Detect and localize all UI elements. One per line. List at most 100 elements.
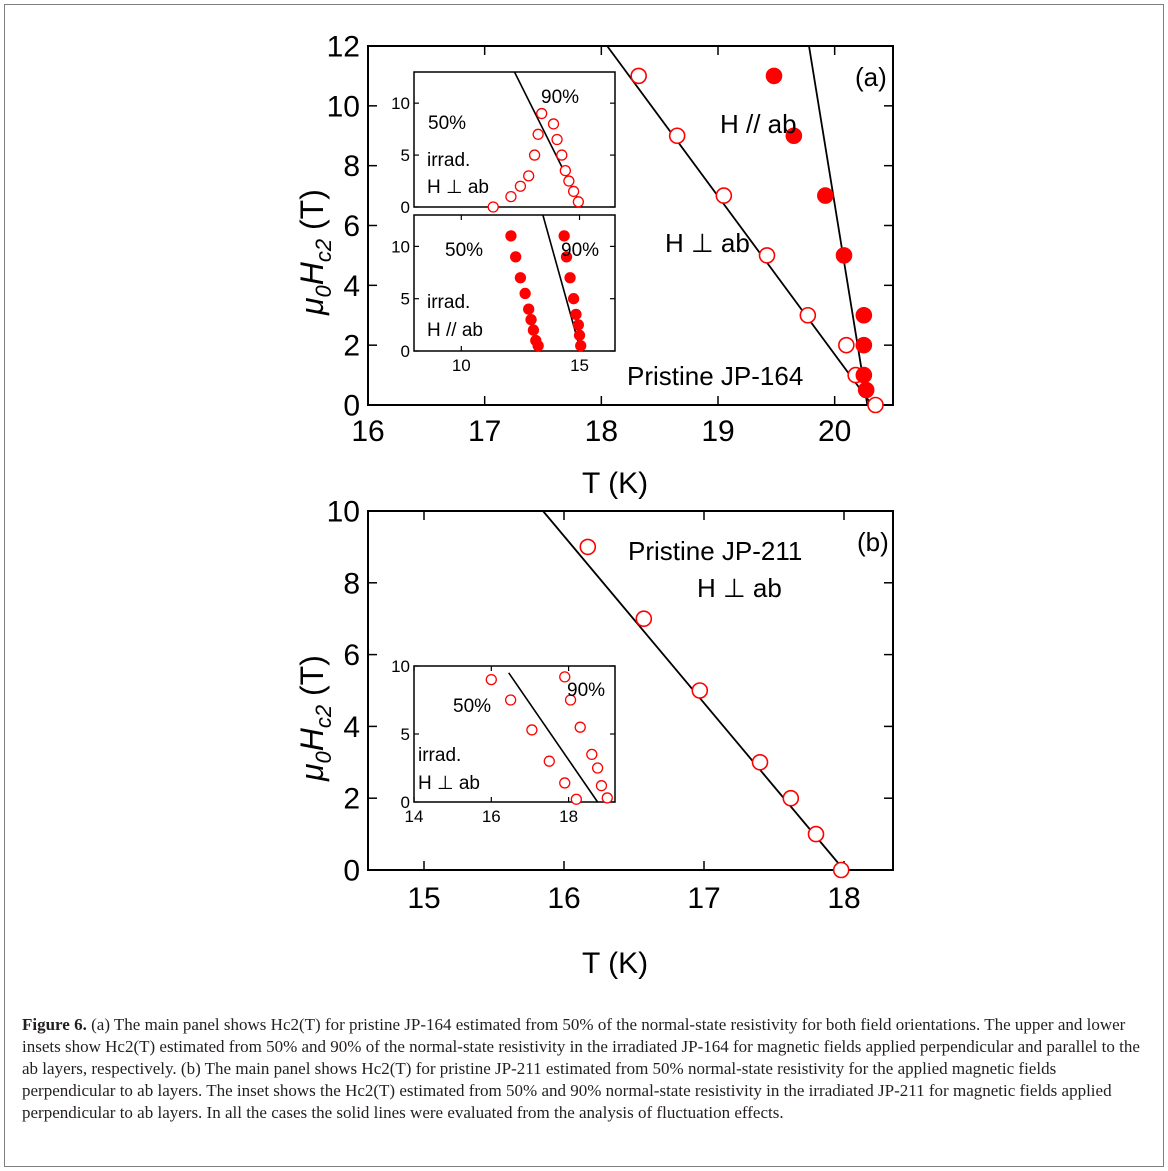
data-point: [574, 721, 586, 733]
x-tick-label: 16: [547, 882, 580, 915]
figure-frame: [4, 4, 1164, 1167]
y-title-b-mu: μ: [294, 763, 330, 782]
panel-a-label: (a): [855, 62, 887, 92]
data-point: [519, 287, 531, 300]
y-tick-label: 10: [327, 496, 360, 529]
y-axis-title-b: μ0Hc2 (T): [294, 655, 336, 782]
data-point: [807, 825, 825, 843]
data-point: [595, 780, 608, 792]
data-point: [572, 196, 584, 208]
data-point: [564, 272, 576, 284]
y-tick-label: 8: [343, 567, 360, 600]
panel-b-frame: [367, 510, 894, 871]
x-tick-label: 10: [452, 356, 471, 375]
data-point: [558, 230, 570, 242]
y-tick-label: 4: [343, 270, 360, 303]
x-tick-label: 18: [585, 415, 618, 448]
data-point: [586, 748, 598, 761]
panel-b: 15 16 17 18 0 2 4 6 8 10 (b) Pristine JP-211 H ⊥ …: [294, 496, 894, 980]
data-point: [530, 334, 542, 347]
data-point: [668, 127, 686, 145]
data-point: [487, 201, 499, 213]
data-point: [601, 792, 613, 804]
data-point: [567, 185, 580, 198]
inset-a-lower-label-90: 90%: [561, 240, 599, 261]
data-point: [543, 755, 555, 767]
data-point: [579, 538, 597, 556]
y-tick-label: 5: [401, 290, 410, 309]
x-tick-label: 14: [405, 807, 424, 826]
caption-text: (a) The main panel shows Hc2(T) for pris…: [22, 1015, 1140, 1122]
data-point: [559, 165, 571, 177]
inset-a-upper: 0 5 10 50% 90% irrad. H ⊥ ab: [391, 71, 616, 217]
y-tick-label: 2: [343, 783, 360, 816]
data-point: [572, 319, 584, 331]
y-title-subc2: c2: [311, 239, 336, 262]
data-point: [751, 753, 769, 771]
data-point: [838, 336, 855, 354]
inset-b-label-90: 90%: [567, 680, 605, 701]
caption-figure-label: Figure 6.: [22, 1015, 87, 1034]
data-point: [857, 381, 875, 399]
y-tick-label: 0: [343, 390, 360, 423]
svg-text:μ0Hc2 (T): μ0Hc2 (T): [294, 655, 336, 782]
data-point: [564, 694, 577, 706]
data-point: [573, 329, 586, 341]
x-tick-label: 18: [827, 882, 860, 915]
x-tick-label: 19: [701, 415, 734, 448]
y-tick-label: 12: [327, 31, 360, 64]
inset-a-upper-label-50: 50%: [428, 113, 466, 134]
y-title-b-sub0: 0: [311, 750, 336, 763]
data-point: [523, 170, 535, 182]
inset-b-label-orient: H ⊥ ab: [418, 773, 480, 794]
y-title-unit: (T): [294, 189, 330, 239]
data-point: [782, 789, 800, 807]
x-axis-title-b: T (K): [582, 947, 648, 980]
series-label-perp: H ⊥ ab: [665, 228, 750, 258]
data-point: [505, 230, 517, 242]
data-point: [523, 303, 535, 315]
data-point: [525, 313, 537, 326]
panel-a: 16 17 18 19 20 0 2 4 6 8 10 12 (a) H // ab H ⊥ ab P…: [294, 31, 894, 500]
sample-label-a: Pristine JP-164: [627, 361, 803, 391]
y-tick-label: 8: [343, 150, 360, 183]
panel-b-label: (b): [857, 527, 889, 557]
orientation-label-b: H ⊥ ab: [697, 573, 782, 603]
x-tick-label: 17: [468, 415, 501, 448]
data-point: [526, 724, 538, 736]
data-point: [510, 251, 522, 263]
data-point: [758, 247, 776, 264]
data-point: [785, 127, 803, 145]
data-point: [691, 682, 709, 699]
inset-a-lower-label-50: 50%: [445, 240, 483, 261]
inset-b-label-irrad: irrad.: [418, 745, 461, 766]
data-point: [527, 324, 540, 336]
data-point: [570, 308, 582, 321]
data-point: [765, 67, 783, 85]
data-point: [559, 777, 571, 789]
data-point: [567, 293, 580, 305]
data-point: [563, 175, 575, 187]
y-tick-label: 10: [391, 237, 410, 256]
inset-a-upper-label-irrad: irrad.: [427, 150, 470, 171]
data-point: [570, 793, 582, 805]
x-tick-label: 18: [559, 807, 578, 826]
x-tick-label: 17: [687, 882, 720, 915]
x-tick-label: 15: [407, 882, 440, 915]
y-title-mu: μ: [294, 297, 330, 316]
data-point: [560, 251, 573, 263]
data-point: [630, 67, 647, 85]
data-point: [855, 336, 873, 354]
y-title-b-H: H: [294, 727, 330, 751]
y-tick-label: 0: [343, 855, 360, 888]
inset-a-lower-label-irrad: irrad.: [427, 292, 470, 313]
fit-line: [606, 45, 873, 406]
x-tick-label: 16: [351, 415, 384, 448]
inset-b: 14 16 18 0 5 10 50% 90% irrad. H ⊥ ab: [391, 657, 616, 826]
data-point: [556, 149, 568, 161]
y-tick-label: 0: [401, 342, 410, 361]
data-point: [505, 190, 517, 203]
data-point: [536, 107, 548, 120]
y-tick-label: 6: [343, 639, 360, 672]
data-point: [528, 149, 541, 161]
